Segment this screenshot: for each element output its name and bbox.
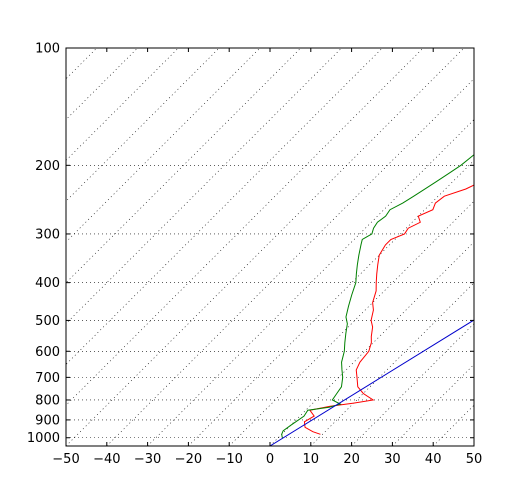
isotherm-gridline bbox=[392, 363, 474, 446]
isotherm-gridline bbox=[351, 323, 474, 446]
series-layer bbox=[269, 154, 474, 446]
x-tick-label: −50 bbox=[52, 452, 79, 467]
isotherm-gridline bbox=[0, 48, 15, 446]
skewed-isotherm-grid bbox=[0, 48, 474, 446]
isotherm-gridline bbox=[106, 78, 474, 446]
isotherm-gridline bbox=[66, 48, 302, 284]
plot-frame bbox=[65, 47, 475, 447]
isotherm-gridline bbox=[66, 48, 465, 446]
y-tick-label: 700 bbox=[35, 371, 60, 386]
isotherm-gridline bbox=[310, 282, 474, 446]
y-tick-label: 900 bbox=[35, 413, 60, 428]
x-tick-label: −10 bbox=[215, 452, 242, 467]
y-tick-label: 500 bbox=[35, 314, 60, 329]
isotherm-gridline bbox=[66, 48, 383, 365]
x-tick-label: −30 bbox=[134, 452, 161, 467]
x-tick-label: 50 bbox=[466, 452, 483, 467]
x-tick-label: −40 bbox=[93, 452, 120, 467]
isotherm-gridline bbox=[432, 404, 474, 446]
reference-line-line bbox=[269, 319, 474, 446]
isotherm-gridline bbox=[66, 48, 261, 243]
isotherm-gridline bbox=[0, 48, 56, 446]
x-tick-label: −20 bbox=[175, 452, 202, 467]
y-tick-label: 800 bbox=[35, 393, 60, 408]
isotherm-gridline bbox=[228, 200, 474, 446]
isotherm-gridline bbox=[66, 48, 424, 406]
y-tick-label: 300 bbox=[35, 227, 60, 242]
y-tick-label: 200 bbox=[35, 159, 60, 174]
isotherm-gridline bbox=[269, 241, 474, 446]
x-axis: −50 −40 −30 −20 −10 0 10 20 30 40 50 bbox=[52, 48, 482, 467]
x-tick-label: 10 bbox=[303, 452, 320, 467]
isotherm-gridline bbox=[473, 445, 474, 446]
isotherm-gridline bbox=[66, 48, 98, 80]
x-tick-label: 30 bbox=[384, 452, 401, 467]
isotherm-gridline bbox=[66, 48, 342, 325]
y-tick-label: 100 bbox=[35, 42, 60, 57]
temperature-line bbox=[303, 184, 474, 435]
dewpoint-line bbox=[281, 154, 474, 438]
y-tick-label: 400 bbox=[35, 276, 60, 291]
horizontal-grid bbox=[66, 47, 474, 439]
y-axis: 1000 900 800 700 600 500 400 300 200 100 bbox=[27, 42, 474, 446]
x-tick-label: 40 bbox=[425, 452, 442, 467]
y-tick-label: 600 bbox=[35, 345, 60, 360]
isotherm-gridline bbox=[66, 48, 179, 161]
x-tick-label: 20 bbox=[343, 452, 360, 467]
x-tick-label: 0 bbox=[266, 452, 274, 467]
isotherm-gridline bbox=[66, 48, 220, 202]
isotherm-gridline bbox=[66, 48, 138, 121]
isotherm-gridline bbox=[147, 119, 474, 446]
y-tick-label: 1000 bbox=[27, 431, 60, 446]
